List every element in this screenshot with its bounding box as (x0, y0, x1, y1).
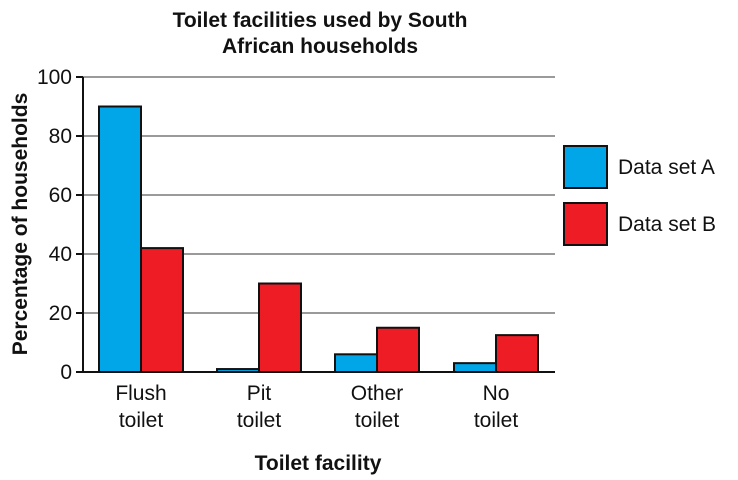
bar-a-other (334, 353, 378, 373)
x-category-label-line: toilet (474, 409, 519, 432)
bar-b-pit (258, 282, 302, 373)
x-category-label-line: Flush (115, 382, 166, 405)
y-tick-label: 40 (49, 243, 72, 266)
bar-a-flush (98, 105, 142, 373)
x-category-label-line: No (483, 382, 510, 405)
x-category-label: Pit toilet (237, 382, 282, 432)
bar-a-no (453, 362, 497, 373)
x-category-label-line: toilet (237, 409, 282, 432)
y-axis-label: Percentage of households (9, 93, 32, 356)
y-tick-label: 100 (37, 66, 72, 89)
x-category-label: No toilet (474, 382, 519, 432)
y-tick-labels: 0 20 40 60 80 100 (37, 66, 72, 384)
legend-label-b: Data set B (618, 213, 716, 236)
chart-title-line-1: Toilet facilities used by South (172, 9, 468, 32)
bars (98, 105, 539, 374)
chart-title: Toilet facilities used by South African … (100, 8, 540, 60)
axes (76, 76, 555, 373)
x-category-label-line: Pit (247, 382, 272, 405)
x-category-label: Flush toilet (115, 382, 166, 432)
y-tick-label: 80 (49, 125, 72, 148)
y-tick-label: 0 (60, 361, 72, 384)
x-category-label-line: Other (351, 382, 404, 405)
x-category-labels: Flush toilet Pit toilet Other toilet No toilet (115, 382, 518, 432)
y-tick-label: 20 (49, 302, 72, 325)
x-category-label: Other toilet (351, 382, 404, 432)
x-category-label-line: toilet (355, 409, 400, 432)
chart-title-line-2: African households (221, 35, 419, 58)
bar-b-other (376, 326, 420, 373)
legend-swatch-b (563, 202, 608, 246)
bar-b-no (495, 334, 539, 373)
x-axis-label: Toilet facility (255, 452, 382, 475)
y-tick-label: 60 (49, 184, 72, 207)
bar-b-flush (140, 247, 184, 374)
legend-label-a: Data set A (618, 156, 715, 179)
legend: Data set A Data set B (563, 145, 716, 246)
legend-swatch-a (563, 145, 608, 189)
x-category-label-line: toilet (119, 409, 164, 432)
